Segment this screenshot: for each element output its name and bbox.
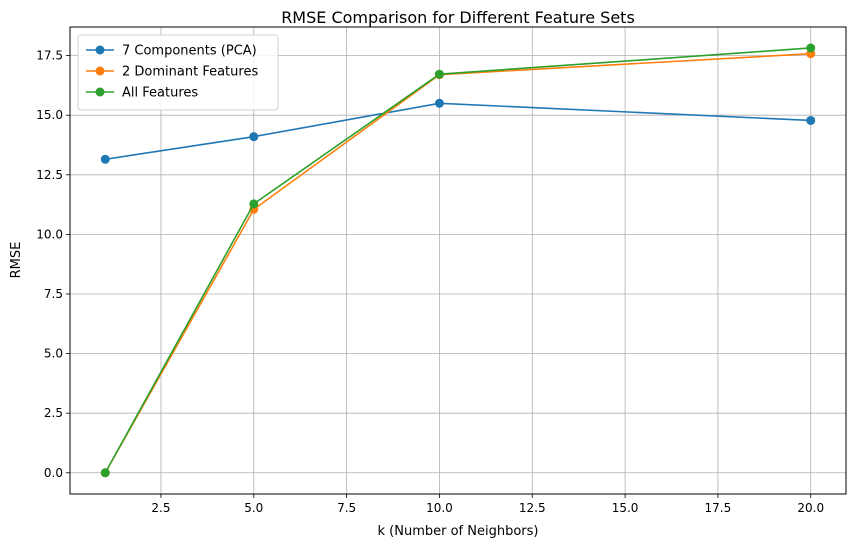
data-point — [434, 98, 444, 108]
x-tick-label: 17.5 — [705, 501, 732, 515]
chart-title: RMSE Comparison for Different Feature Se… — [281, 8, 635, 27]
series-line — [105, 102, 811, 161]
y-tick-label: 5.0 — [44, 347, 63, 361]
x-tick-label: 12.5 — [519, 501, 546, 515]
legend-label: All Features — [122, 86, 198, 101]
y-tick-label: 2.5 — [44, 406, 63, 420]
legend-swatch-marker — [95, 87, 105, 97]
legend-label: 7 Components (PCA) — [122, 44, 257, 59]
y-axis-label: RMSE — [9, 242, 24, 279]
data-point — [434, 69, 444, 79]
grid-lines — [70, 27, 846, 494]
x-tick-label: 5.0 — [244, 501, 263, 515]
legend-swatch-marker — [95, 45, 105, 55]
x-tick-label: 15.0 — [612, 501, 639, 515]
data-point — [249, 132, 259, 142]
x-tick-label: 10.0 — [426, 501, 453, 515]
data-point — [249, 199, 259, 209]
plot-frame — [69, 26, 847, 495]
x-tick-label: 20.0 — [797, 501, 824, 515]
y-tick-label: 0.0 — [44, 466, 63, 480]
y-tick-label: 15.0 — [36, 108, 63, 122]
axis-ticks: 2.5 5.0 7.5 10.0 12.5 15.0 17.5 20.0 0.0 2.5 5.0 7.… — [36, 49, 824, 515]
data-point — [806, 115, 816, 125]
series-line — [104, 52, 811, 474]
legend-box — [77, 34, 279, 111]
legend: 7 Components (PCA) 2 Dominant Features All… — [77, 34, 279, 111]
data-point — [100, 468, 110, 478]
x-tick-label: 7.5 — [337, 501, 356, 515]
y-tick-label: 12.5 — [36, 168, 63, 182]
legend-label: 2 Dominant Features — [122, 65, 258, 80]
y-tick-label: 17.5 — [36, 49, 63, 63]
series-layer — [100, 43, 816, 478]
x-axis-label: k (Number of Neighbors) — [378, 524, 539, 539]
data-point — [806, 43, 816, 53]
legend-swatch-marker — [95, 66, 105, 76]
series-line — [104, 47, 811, 474]
x-tick-label: 2.5 — [151, 501, 170, 515]
data-point — [100, 154, 110, 164]
y-tick-label: 7.5 — [44, 287, 63, 301]
y-tick-label: 10.0 — [36, 227, 63, 241]
